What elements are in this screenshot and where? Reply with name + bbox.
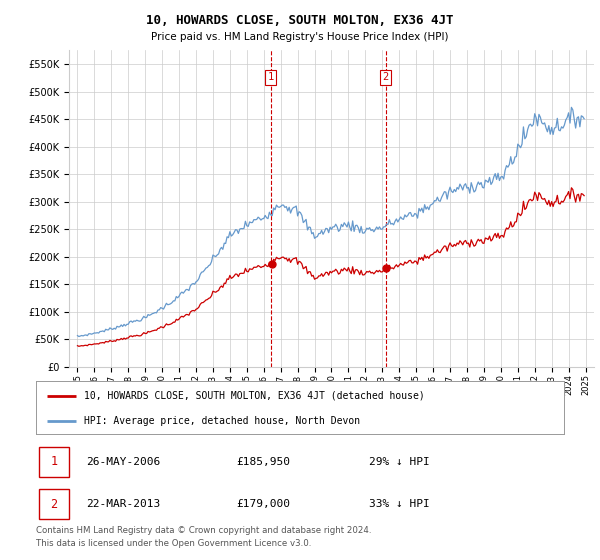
Text: 22-MAR-2013: 22-MAR-2013: [86, 499, 160, 509]
FancyBboxPatch shape: [38, 447, 69, 477]
Text: Price paid vs. HM Land Registry's House Price Index (HPI): Price paid vs. HM Land Registry's House …: [151, 32, 449, 43]
FancyBboxPatch shape: [38, 489, 69, 519]
Text: HPI: Average price, detached house, North Devon: HPI: Average price, detached house, Nort…: [83, 416, 359, 426]
Text: 1: 1: [268, 72, 274, 82]
Text: £185,950: £185,950: [236, 457, 290, 467]
Text: 26-MAY-2006: 26-MAY-2006: [86, 457, 160, 467]
Text: 2: 2: [50, 498, 58, 511]
Text: 1: 1: [50, 455, 58, 468]
Text: 2: 2: [383, 72, 389, 82]
Text: 10, HOWARDS CLOSE, SOUTH MOLTON, EX36 4JT: 10, HOWARDS CLOSE, SOUTH MOLTON, EX36 4J…: [146, 14, 454, 27]
Text: Contains HM Land Registry data © Crown copyright and database right 2024.: Contains HM Land Registry data © Crown c…: [36, 526, 371, 535]
Text: £179,000: £179,000: [236, 499, 290, 509]
Text: 33% ↓ HPI: 33% ↓ HPI: [368, 499, 430, 509]
Text: 29% ↓ HPI: 29% ↓ HPI: [368, 457, 430, 467]
Text: This data is licensed under the Open Government Licence v3.0.: This data is licensed under the Open Gov…: [36, 539, 311, 548]
Text: 10, HOWARDS CLOSE, SOUTH MOLTON, EX36 4JT (detached house): 10, HOWARDS CLOSE, SOUTH MOLTON, EX36 4J…: [83, 391, 424, 401]
